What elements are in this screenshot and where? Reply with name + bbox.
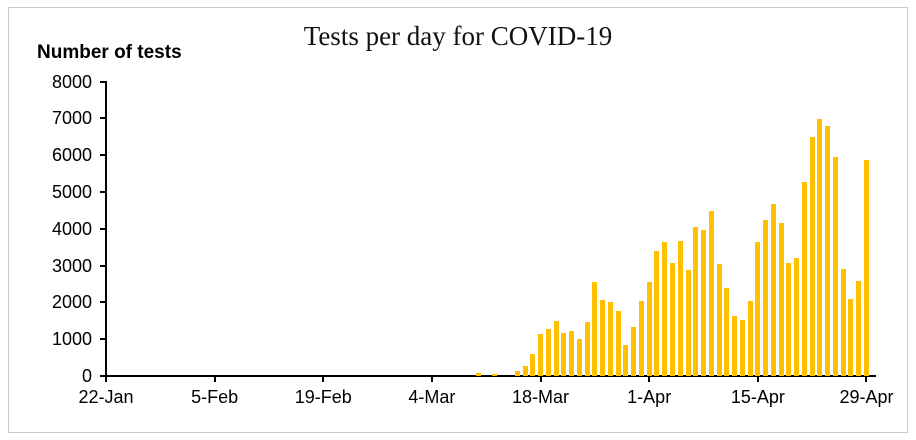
bar-25-Mar xyxy=(592,281,598,376)
chart-title: Tests per day for COVID-19 xyxy=(303,21,613,51)
bar-10-Mar xyxy=(475,373,481,376)
bar-23-Apr xyxy=(817,118,823,376)
bar-12-Apr xyxy=(732,316,738,376)
y-axis-tick-label: 6000 xyxy=(51,145,92,166)
bar-23-Mar xyxy=(576,339,582,376)
x-axis-tick-label: 19-Feb xyxy=(294,387,352,407)
bar-31-Mar xyxy=(638,300,644,376)
bar-29-Mar xyxy=(623,345,629,376)
bar-15-Mar xyxy=(514,371,520,376)
x-axis-tick-label: 5-Feb xyxy=(191,387,239,407)
bar-6-Apr xyxy=(685,270,691,376)
y-axis-tick-label: 1000 xyxy=(51,329,92,350)
bar-8-Apr xyxy=(701,229,707,376)
x-axis-tick-label: 22-Jan xyxy=(78,387,134,407)
bar-9-Apr xyxy=(708,210,714,376)
bar-26-Mar xyxy=(600,299,606,376)
bar-15-Apr xyxy=(755,242,761,376)
x-axis-tick xyxy=(865,377,868,382)
y-axis-tick-label: 5000 xyxy=(51,181,92,202)
y-axis-tick xyxy=(100,154,106,157)
x-axis-tick xyxy=(539,377,542,382)
bar-2-Apr xyxy=(654,251,660,376)
bar-10-Apr xyxy=(716,264,722,376)
bar-24-Mar xyxy=(584,321,590,376)
y-axis-tick xyxy=(100,227,106,230)
x-axis-tick xyxy=(648,377,651,382)
bar-4-Apr xyxy=(669,263,675,376)
bar-25-Apr xyxy=(832,156,838,376)
bar-7-Apr xyxy=(693,227,699,376)
y-axis-tick-label: 2000 xyxy=(51,292,92,313)
bar-21-Mar xyxy=(561,332,567,376)
bar-5-Apr xyxy=(677,240,683,376)
bar-26-Apr xyxy=(840,269,846,376)
bar-17-Apr xyxy=(770,204,776,376)
bar-16-Mar xyxy=(522,365,528,376)
bar-30-Mar xyxy=(631,327,637,376)
bar-29-Apr xyxy=(863,159,869,376)
bar-11-Apr xyxy=(724,288,730,376)
y-axis-tick xyxy=(100,338,106,341)
bar-20-Mar xyxy=(553,320,559,376)
x-axis-tick-label: 29-Apr xyxy=(839,387,894,407)
y-axis-tick-label: 4000 xyxy=(51,218,92,239)
bar-14-Apr xyxy=(747,300,753,376)
x-axis-tick xyxy=(430,377,433,382)
bar-3-Apr xyxy=(662,242,668,376)
bar-21-Apr xyxy=(801,181,807,376)
y-axis-tick xyxy=(100,375,106,377)
y-axis-tick-label: 8000 xyxy=(51,71,92,92)
bar-24-Apr xyxy=(825,126,831,376)
bar-22-Mar xyxy=(569,331,575,376)
y-axis-tick-label: 3000 xyxy=(51,255,92,276)
y-axis-tick xyxy=(100,80,106,83)
y-axis-tick xyxy=(100,117,106,120)
x-axis-tick xyxy=(213,377,216,382)
bar-28-Mar xyxy=(615,311,621,376)
x-axis-line xyxy=(105,375,876,377)
bar-18-Mar xyxy=(538,333,544,376)
y-axis-tick-label: 0 xyxy=(81,366,92,386)
y-axis-tick xyxy=(100,264,106,267)
y-axis-tick xyxy=(100,301,106,304)
bar-12-Mar xyxy=(491,373,497,376)
x-axis-tick xyxy=(756,377,759,382)
x-axis-tick xyxy=(322,377,325,382)
x-axis-tick xyxy=(105,377,107,382)
y-axis-tick xyxy=(100,190,106,193)
bar-13-Apr xyxy=(739,320,745,376)
bar-17-Mar xyxy=(530,353,536,376)
y-axis-tick-label: 7000 xyxy=(51,108,92,129)
x-axis-tick-label: 18-Mar xyxy=(512,387,570,407)
bar-1-Apr xyxy=(646,282,652,376)
bar-27-Mar xyxy=(607,301,613,376)
x-axis-tick-label: 4-Mar xyxy=(408,387,456,407)
bar-20-Apr xyxy=(794,258,800,376)
bar-28-Apr xyxy=(856,281,862,376)
x-axis-tick-label: 1-Apr xyxy=(627,387,672,407)
bar-27-Apr xyxy=(848,299,854,376)
bar-19-Apr xyxy=(786,262,792,376)
x-axis-tick-label: 15-Apr xyxy=(730,387,785,407)
bar-18-Apr xyxy=(778,223,784,376)
bar-16-Apr xyxy=(763,219,769,376)
y-axis-line xyxy=(105,81,107,377)
bar-22-Apr xyxy=(809,137,815,376)
bar-19-Mar xyxy=(545,329,551,376)
y-axis-title: Number of tests xyxy=(37,42,182,63)
